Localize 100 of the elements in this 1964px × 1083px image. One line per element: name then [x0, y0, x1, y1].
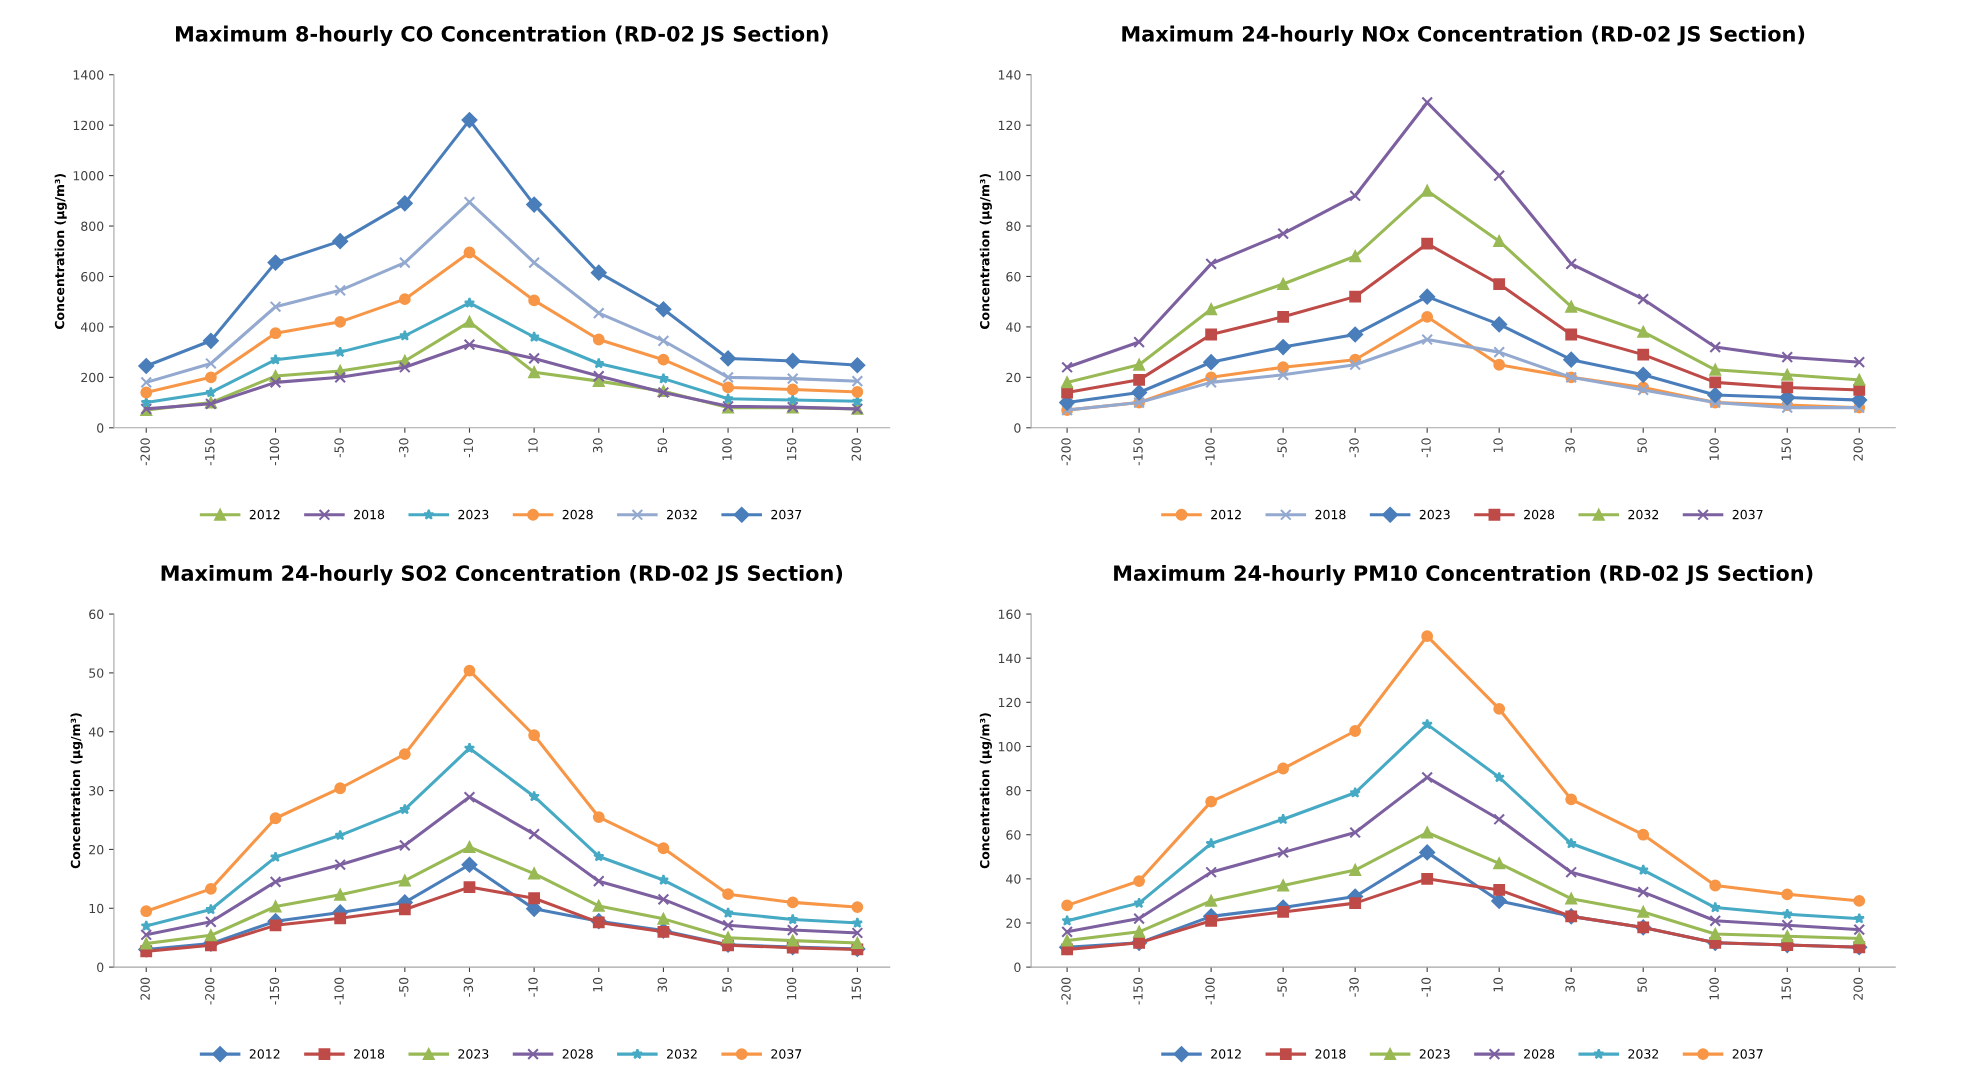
- legend-label: 2023: [458, 1049, 489, 1059]
- x-tick-label: -30: [399, 438, 409, 458]
- x-tick-label: -10: [463, 438, 474, 458]
- y-tick-label: 20: [1006, 372, 1021, 383]
- y-tick-label: 0: [97, 423, 104, 433]
- y-tick-label: 100: [998, 171, 1021, 181]
- legend-label: 2023: [1419, 1049, 1450, 1059]
- x-tick-label: -100: [1205, 977, 1215, 1005]
- x-tick-label: 10: [1493, 977, 1503, 992]
- y-axis-title: Concentration (µg/m³): [54, 173, 67, 330]
- x-tick-label: 150: [1781, 438, 1791, 460]
- x-tick-label: -50: [399, 977, 409, 997]
- x-tick-label: 30: [657, 977, 668, 992]
- x-tick-label: -150: [205, 438, 215, 466]
- x-tick-label: -150: [269, 977, 280, 1005]
- legend-label: 2018: [354, 1049, 385, 1059]
- x-tick-label: 50: [657, 438, 668, 453]
- y-tick-label: 1400: [73, 70, 104, 80]
- legend-label: 2012: [249, 509, 280, 520]
- x-tick-label: -200: [205, 977, 215, 1005]
- legend-label: 2037: [1732, 1049, 1763, 1059]
- chart-title: Maximum 24-hourly PM10 Concentration (RD-02 JS Section): [1114, 564, 1813, 586]
- y-tick-label: 60: [1006, 830, 1021, 840]
- y-tick-label: 20: [89, 844, 104, 855]
- x-tick-label: 200: [851, 438, 861, 461]
- x-tick-label: -50: [1277, 438, 1287, 458]
- y-tick-label: 60: [1006, 271, 1021, 282]
- legend-label: 2032: [667, 1049, 697, 1059]
- x-tick-label: -10: [1421, 438, 1431, 458]
- x-tick-label: 150: [1781, 977, 1791, 1000]
- x-tick-label: 10: [1493, 438, 1503, 453]
- y-tick-label: 140: [998, 653, 1021, 664]
- y-tick-label: 40: [1006, 874, 1021, 884]
- legend-label: 2028: [562, 1049, 593, 1059]
- legend-label: 2037: [1732, 509, 1763, 520]
- y-axis-title: Concentration (µg/m³): [979, 713, 992, 869]
- legend-label: 2012: [1211, 509, 1241, 520]
- y-tick-label: 40: [1006, 322, 1021, 332]
- x-tick-label: -30: [1349, 438, 1359, 458]
- x-tick-label: 100: [722, 438, 732, 460]
- x-tick-label: -150: [1133, 438, 1143, 466]
- y-tick-label: 160: [998, 609, 1021, 619]
- legend-label: 2018: [1315, 509, 1346, 520]
- x-tick-label: -200: [1061, 438, 1071, 466]
- chart-title: Maximum 8-hourly CO Concentration (RD-02 JS Section): [176, 25, 828, 46]
- legend-label: 2032: [1628, 1049, 1659, 1059]
- x-tick-label: 100: [1709, 438, 1719, 460]
- legend-label: 2012: [249, 1049, 280, 1059]
- x-tick-label: -100: [269, 438, 280, 466]
- x-tick-label: 30: [1565, 977, 1575, 992]
- y-tick-label: 800: [81, 221, 104, 231]
- x-tick-label: 200: [1853, 438, 1863, 461]
- y-tick-label: 140: [998, 70, 1021, 80]
- y-axis-title: Concentration (µg/m³): [979, 173, 992, 330]
- y-tick-label: 0: [97, 962, 104, 973]
- legend-label: 2037: [771, 509, 802, 520]
- y-tick-label: 0: [1014, 423, 1021, 433]
- y-tick-label: 60: [89, 609, 104, 619]
- legend-label: 2028: [1524, 509, 1555, 520]
- y-tick-label: 80: [1006, 221, 1021, 231]
- y-tick-label: 1000: [73, 171, 104, 181]
- y-tick-label: 80: [1006, 786, 1021, 796]
- x-tick-label: 200: [1853, 977, 1863, 1000]
- y-tick-label: 1200: [73, 120, 104, 131]
- x-tick-label: 30: [592, 438, 603, 453]
- legend-label: 2012: [1211, 1049, 1241, 1059]
- x-tick-label: 100: [1709, 977, 1719, 1000]
- y-tick-label: 10: [89, 903, 104, 914]
- legend-label: 2032: [1628, 509, 1659, 520]
- y-tick-label: 30: [89, 786, 104, 796]
- x-tick-label: 200: [140, 977, 150, 1000]
- x-tick-label: -30: [1349, 977, 1359, 997]
- y-tick-label: 100: [998, 741, 1021, 752]
- y-tick-label: 400: [80, 322, 104, 332]
- x-tick-label: -50: [1277, 977, 1287, 997]
- y-tick-label: 0: [1014, 962, 1021, 973]
- y-tick-label: 600: [81, 271, 104, 282]
- x-tick-label: 10: [528, 438, 538, 453]
- x-tick-label: 150: [786, 438, 797, 460]
- x-tick-label: -50: [334, 438, 344, 458]
- x-tick-label: -10: [1421, 977, 1431, 997]
- x-tick-label: -30: [463, 977, 474, 997]
- y-tick-label: 50: [89, 668, 104, 678]
- legend-label: 2023: [458, 509, 489, 520]
- x-tick-label: 100: [786, 977, 797, 1000]
- y-tick-label: 20: [1006, 918, 1021, 928]
- legend-label: 2018: [354, 509, 385, 520]
- legend-label: 2018: [1315, 1049, 1346, 1059]
- legend-label: 2028: [562, 509, 593, 520]
- legend-label: 2032: [667, 509, 697, 520]
- legend-label: 2028: [1524, 1049, 1555, 1059]
- x-tick-label: -10: [528, 977, 538, 997]
- y-axis-title: Concentration (µg/m³): [70, 713, 83, 869]
- legend-label: 2037: [771, 1049, 802, 1059]
- x-tick-label: 50: [1637, 438, 1647, 453]
- x-tick-label: 50: [1637, 977, 1647, 992]
- x-tick-label: -150: [1133, 977, 1143, 1005]
- y-tick-label: 120: [998, 697, 1021, 708]
- x-tick-label: -100: [1205, 438, 1215, 466]
- y-tick-label: 40: [88, 727, 104, 737]
